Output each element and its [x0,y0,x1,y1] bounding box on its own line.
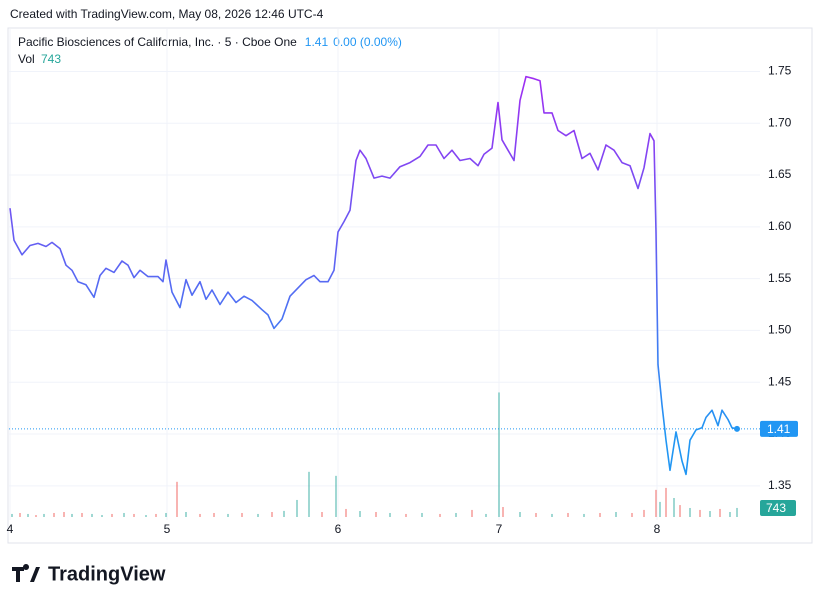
logo-text: TradingView [48,563,166,585]
volume-bar [498,392,500,517]
x-tick-label: 6 [335,522,342,536]
y-tick-label: 1.45 [768,374,792,388]
volume-bar [345,508,347,517]
volume-bar [145,515,147,517]
volume-bar [535,512,537,517]
volume-bar [375,512,377,517]
volume-bar [257,513,259,517]
volume-bar [643,509,645,517]
y-tick-label: 1.60 [768,219,792,233]
y-tick-label: 1.65 [768,167,792,181]
y-tick-label: 1.75 [768,64,792,78]
volume-bar [63,512,65,517]
volume-bar [485,513,487,517]
x-tick-label: 8 [654,522,661,536]
logo-icon [12,563,40,582]
volume-bar [283,510,285,517]
volume-bar [599,512,601,517]
price-change: 0.00 (0.00%) [333,35,402,49]
volume-bar [133,513,135,517]
volume-bar [659,501,661,517]
volume-bar [421,512,423,517]
volume-bar [455,512,457,517]
y-tick-label: 1.55 [768,271,792,285]
volume-bar [308,471,310,517]
volume-bar [91,513,93,517]
volume-bar [389,512,391,517]
chart-frame [7,27,813,544]
x-tick-label: 5 [164,522,171,536]
volume-bar [11,513,13,517]
last-price-axis-label: 1.41 [767,422,791,436]
volume-bar [241,512,243,517]
volume-bar [35,515,37,517]
y-tick-label: 1.70 [768,115,792,129]
volume-bar [165,512,167,517]
y-tick-label: 1.35 [768,478,792,492]
volume-bar [615,512,617,517]
volume-axis-label: 743 [766,501,786,515]
volume-bar [227,513,229,517]
volume-bar [155,513,157,517]
volume-bar [405,513,407,517]
volume-bar [111,513,113,517]
volume-bar [439,513,441,517]
last-point [734,425,740,432]
volume-bar [729,512,731,517]
last-price-box [760,420,798,437]
volume-label: Vol [18,52,35,66]
volume-bar [709,511,711,517]
volume-bar [27,513,29,517]
volume-bar [551,513,553,517]
volume-bar [699,509,701,517]
price-line [9,75,738,476]
created-note: Created with TradingView.com, May 08, 20… [10,7,324,21]
volume-bar [19,512,21,517]
volume-bar [213,512,215,517]
volume-bar [502,507,504,517]
last-price: 1.41 [305,35,329,49]
volume-bar [689,507,691,517]
x-tick-label: 7 [496,522,503,536]
volume-value: 743 [41,52,61,66]
volume-bar [71,513,73,517]
volume-bar [199,513,201,517]
x-tick-label: 4 [7,522,14,536]
volume-bar [101,515,103,517]
volume-bar [53,512,55,517]
volume-bar [736,507,738,517]
volume-bar [43,513,45,517]
volume-bar [719,508,721,517]
volume-bar [583,513,585,517]
volume-bar [335,475,337,517]
volume-bar [81,512,83,517]
volume-bar [296,499,298,517]
volume-bar [321,512,323,517]
volume-bar [176,481,178,517]
volume-bar [359,511,361,517]
volume-bar [185,512,187,517]
volume-bar [665,487,667,517]
volume-bar [673,498,675,517]
volume-bar [655,489,657,517]
y-tick-label: 1.50 [768,323,792,337]
volume-bar [519,512,521,517]
volume-axis-box [760,500,796,516]
volume-bar [123,512,125,517]
symbol: Pacific Biosciences of California, Inc. … [18,35,297,49]
volume-bar [567,512,569,517]
volume-bar [679,505,681,517]
volume-bar [631,512,633,517]
volume-bar [471,509,473,517]
logo: TradingView [12,563,166,585]
volume-bar [271,512,273,517]
